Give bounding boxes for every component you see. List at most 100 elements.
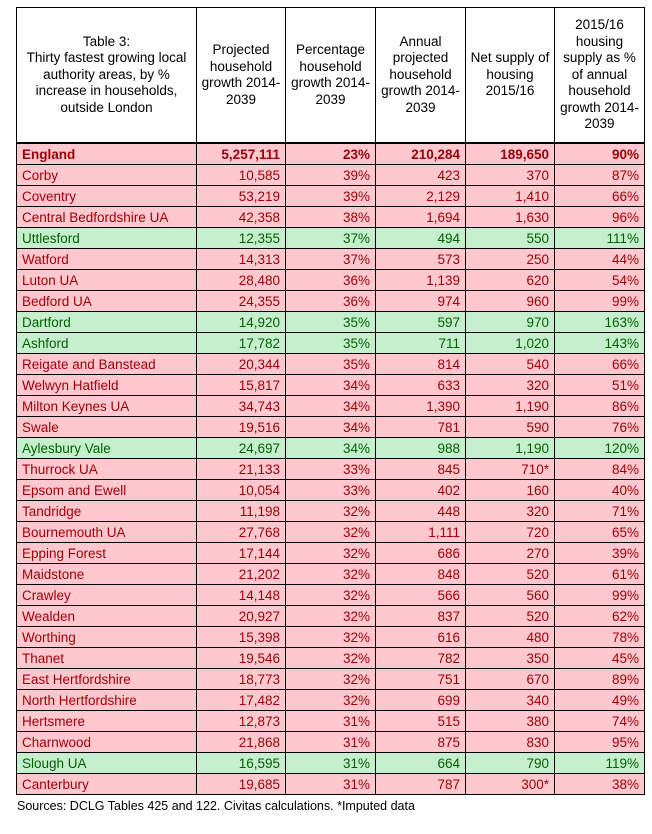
value-cell: 830 [465, 731, 555, 753]
value-cell: 670 [465, 668, 555, 690]
value-cell: 38% [285, 206, 376, 228]
value-cell: 1,410 [465, 185, 555, 207]
value-cell: 1,190 [465, 395, 555, 417]
value-cell: 95% [554, 731, 645, 753]
value-cell: 10,054 [196, 479, 286, 501]
area-name-cell: Thanet [16, 647, 197, 669]
value-cell: 33% [285, 479, 376, 501]
area-name-cell: Dartford [16, 311, 197, 333]
value-cell: 89% [554, 668, 645, 690]
value-cell: 36% [285, 269, 376, 291]
value-cell: 53,219 [196, 185, 286, 207]
column-header: Percentage household growth 2014-2039 [285, 7, 376, 144]
value-cell: 782 [375, 647, 466, 669]
value-cell: 14,148 [196, 584, 286, 606]
area-name-cell: England [16, 142, 197, 165]
area-name-cell: Charnwood [16, 731, 197, 753]
value-cell: 19,685 [196, 773, 286, 795]
value-cell: 20,344 [196, 353, 286, 375]
value-cell: 14,920 [196, 311, 286, 333]
table-row: Reigate and Banstead 20,344 35% 814 540 66% [16, 353, 645, 375]
value-cell: 87% [554, 164, 645, 186]
column-header: 2015/16 housing supply as % of annual ho… [554, 7, 645, 144]
value-cell: 90% [554, 142, 645, 165]
value-cell: 33% [285, 458, 376, 480]
area-name-cell: Milton Keynes UA [16, 395, 197, 417]
table-row: East Hertfordshire 18,773 32% 751 670 89% [16, 668, 645, 690]
value-cell: 45% [554, 647, 645, 669]
value-cell: 23% [285, 142, 376, 165]
value-cell: 620 [465, 269, 555, 291]
value-cell: 38% [554, 773, 645, 795]
table-row: Canterbury 19,685 31% 787 300* 38% [16, 773, 645, 795]
value-cell: 250 [465, 248, 555, 270]
value-cell: 66% [554, 353, 645, 375]
value-cell: 380 [465, 710, 555, 732]
value-cell: 573 [375, 248, 466, 270]
value-cell: 32% [285, 605, 376, 627]
value-cell: 24,697 [196, 437, 286, 459]
value-cell: 36% [285, 290, 376, 312]
value-cell: 5,257,111 [196, 142, 286, 165]
source-note: Sources: DCLG Tables 425 and 122. Civita… [17, 799, 415, 813]
column-header: Table 3: Thirty fastest growing local aut… [16, 7, 197, 144]
value-cell: 566 [375, 584, 466, 606]
value-cell: 54% [554, 269, 645, 291]
area-name-cell: Slough UA [16, 752, 197, 774]
table-row: Maidstone 21,202 32% 848 520 61% [16, 563, 645, 585]
area-name-cell: Epsom and Ewell [16, 479, 197, 501]
value-cell: 550 [465, 227, 555, 249]
value-cell: 210,284 [375, 142, 466, 165]
value-cell: 37% [285, 227, 376, 249]
area-name-cell: Watford [16, 248, 197, 270]
value-cell: 1,020 [465, 332, 555, 354]
table-row: Bedford UA 24,355 36% 974 960 99% [16, 290, 645, 312]
value-cell: 31% [285, 731, 376, 753]
value-cell: 31% [285, 752, 376, 774]
value-cell: 78% [554, 626, 645, 648]
housing-growth-table: Table 3: Thirty fastest growing local aut… [16, 7, 645, 795]
table-row: Dartford 14,920 35% 597 970 163% [16, 311, 645, 333]
value-cell: 515 [375, 710, 466, 732]
value-cell: 710* [465, 458, 555, 480]
value-cell: 848 [375, 563, 466, 585]
value-cell: 560 [465, 584, 555, 606]
value-cell: 34% [285, 437, 376, 459]
value-cell: 270 [465, 542, 555, 564]
area-name-cell: East Hertfordshire [16, 668, 197, 690]
value-cell: 28,480 [196, 269, 286, 291]
value-cell: 787 [375, 773, 466, 795]
table-row: Epsom and Ewell 10,054 33% 402 160 40% [16, 479, 645, 501]
value-cell: 14,313 [196, 248, 286, 270]
value-cell: 143% [554, 332, 645, 354]
value-cell: 84% [554, 458, 645, 480]
value-cell: 18,773 [196, 668, 286, 690]
area-name-cell: Ashford [16, 332, 197, 354]
value-cell: 32% [285, 563, 376, 585]
value-cell: 448 [375, 500, 466, 522]
table-row: Charnwood 21,868 31% 875 830 95% [16, 731, 645, 753]
value-cell: 39% [285, 185, 376, 207]
value-cell: 35% [285, 311, 376, 333]
value-cell: 340 [465, 689, 555, 711]
value-cell: 12,873 [196, 710, 286, 732]
table-row: North Hertfordshire 17,482 32% 699 340 49% [16, 689, 645, 711]
area-name-cell: Worthing [16, 626, 197, 648]
value-cell: 35% [285, 353, 376, 375]
value-cell: 494 [375, 227, 466, 249]
value-cell: 24,355 [196, 290, 286, 312]
value-cell: 37% [285, 248, 376, 270]
table-row: Central Bedfordshire UA 42,358 38% 1,694 1,6… [16, 206, 645, 228]
value-cell: 12,355 [196, 227, 286, 249]
table-row: Tandridge 11,198 32% 448 320 71% [16, 500, 645, 522]
table-row: Epping Forest 17,144 32% 686 270 39% [16, 542, 645, 564]
value-cell: 845 [375, 458, 466, 480]
area-name-cell: Thurrock UA [16, 458, 197, 480]
value-cell: 163% [554, 311, 645, 333]
table-row: Corby 10,585 39% 423 370 87% [16, 164, 645, 186]
table-row: Slough UA 16,595 31% 664 790 119% [16, 752, 645, 774]
value-cell: 49% [554, 689, 645, 711]
value-cell: 32% [285, 647, 376, 669]
value-cell: 1,111 [375, 521, 466, 543]
value-cell: 32% [285, 542, 376, 564]
